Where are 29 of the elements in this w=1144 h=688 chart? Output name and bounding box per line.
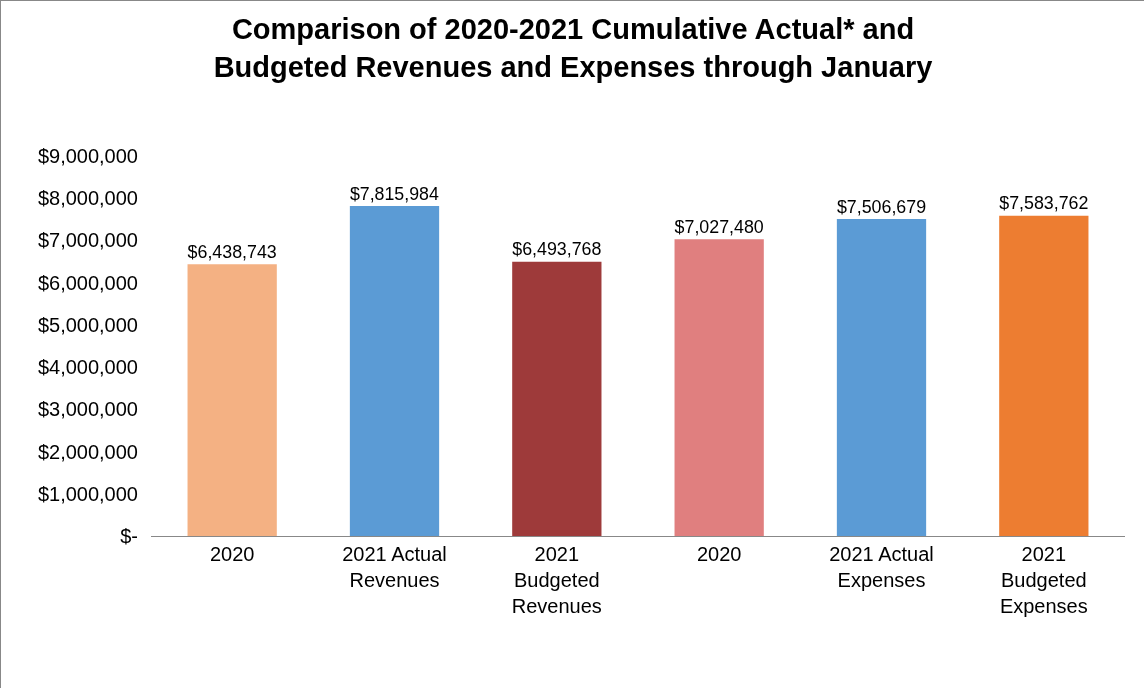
y-tick-label: $2,000,000 — [37, 440, 138, 463]
bar — [999, 215, 1089, 536]
bar — [349, 205, 440, 536]
x-tick-label: 2021 Actual Revenues — [342, 543, 447, 591]
bar — [836, 219, 927, 536]
x-tick-label: 2020 — [696, 543, 742, 565]
data-label: $6,438,743 — [187, 241, 277, 262]
y-tick-label: $4,000,000 — [37, 356, 138, 379]
y-tick-label: $8,000,000 — [37, 187, 138, 210]
bar — [674, 239, 764, 536]
data-label: $7,506,679 — [836, 196, 927, 217]
x-tick-label: 2021 Actual Expenses — [829, 543, 934, 591]
y-tick-label: $7,000,000 — [37, 229, 138, 252]
data-label: $6,493,768 — [512, 239, 602, 260]
x-tick-label: 2020 — [209, 543, 255, 565]
y-tick-label: $9,000,000 — [37, 145, 138, 167]
data-label: $7,815,984 — [349, 183, 439, 204]
y-tick-label: $- — [120, 525, 138, 547]
y-tick-label: $6,000,000 — [37, 271, 138, 294]
y-tick-label: $5,000,000 — [37, 313, 138, 336]
chart-title: Comparison of 2020-2021 Cumulative Actual* and Budgeted Revenues and Expenses through January — [213, 12, 933, 83]
y-tick-label: $1,000,000 — [37, 482, 138, 505]
y-tick-label: $3,000,000 — [37, 398, 138, 421]
x-tick-label: 2021 Budgeted Revenues — [511, 543, 602, 617]
data-label: $7,583,762 — [999, 193, 1089, 214]
bar — [187, 264, 277, 536]
x-tick-label: 2021 Budgeted Expenses — [999, 543, 1088, 617]
data-label: $7,027,480 — [674, 216, 764, 237]
bar — [512, 261, 602, 536]
